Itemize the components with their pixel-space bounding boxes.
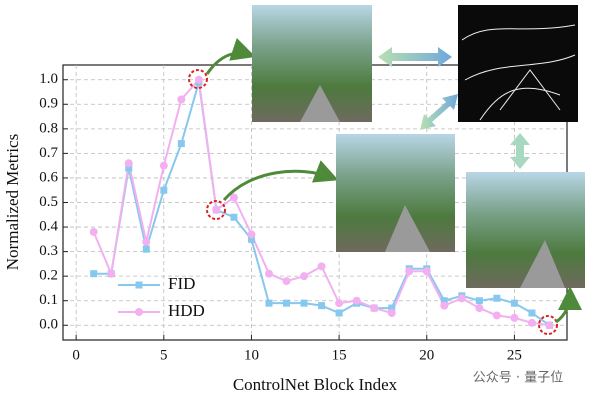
marker — [300, 299, 308, 307]
marker — [247, 230, 256, 239]
marker — [229, 193, 238, 202]
legend-label: FID — [168, 274, 195, 293]
marker — [194, 75, 203, 84]
arrow — [205, 37, 256, 75]
x-axis-label: ControlNet Block Index — [233, 375, 398, 394]
marker — [177, 95, 186, 104]
x-tick-label: 25 — [507, 347, 522, 363]
marker — [510, 313, 519, 322]
marker — [527, 318, 536, 327]
annotations — [188, 37, 582, 335]
marker — [317, 262, 326, 271]
x-tick-label: 0 — [72, 347, 80, 363]
road — [520, 240, 565, 288]
road — [300, 85, 340, 122]
marker — [135, 308, 143, 316]
y-axis-label: Normalized Metrics — [3, 134, 22, 270]
x-tick-label: 5 — [160, 347, 168, 363]
marker — [124, 159, 133, 168]
highlight-circle — [538, 315, 558, 335]
marker — [90, 270, 98, 278]
marker — [370, 304, 379, 313]
marker — [159, 161, 168, 170]
marker — [352, 296, 361, 305]
photo-inset — [466, 172, 585, 288]
arrow — [222, 160, 339, 201]
marker — [230, 213, 238, 221]
marker — [545, 321, 554, 330]
image-insets — [252, 5, 585, 288]
marker — [282, 277, 291, 286]
marker — [388, 304, 396, 312]
y-tick-label: 0.2 — [39, 268, 58, 284]
marker — [135, 281, 143, 289]
marker — [89, 227, 98, 236]
marker — [283, 299, 291, 307]
edge-lines — [461, 24, 576, 121]
y-tick-label: 0.0 — [39, 317, 58, 333]
marker — [264, 269, 273, 278]
double-arrow — [510, 133, 530, 169]
double-arrow — [420, 94, 458, 130]
highlight-circle — [206, 200, 226, 220]
marker — [440, 301, 449, 310]
x-tick-label: 10 — [244, 347, 259, 363]
marker — [247, 235, 255, 243]
y-tick-label: 0.5 — [39, 194, 58, 210]
edge-map-inset — [458, 5, 578, 122]
marker — [387, 308, 396, 317]
marker — [440, 297, 448, 305]
marker — [528, 309, 536, 317]
road — [385, 205, 430, 252]
marker — [318, 302, 326, 310]
y-tick-label: 0.4 — [39, 218, 58, 234]
marker — [475, 304, 484, 313]
watermark: 公众号 · 量子位 — [473, 371, 563, 386]
marker — [160, 186, 168, 194]
y-tick-label: 0.6 — [39, 169, 58, 185]
marker — [457, 294, 466, 303]
marker — [265, 299, 273, 307]
marker — [493, 294, 501, 302]
y-tick-label: 0.7 — [39, 145, 58, 161]
marker — [492, 311, 501, 320]
lines — [89, 75, 554, 330]
marker — [335, 309, 343, 317]
marker — [422, 267, 431, 276]
marker — [475, 297, 483, 305]
marker — [142, 245, 150, 253]
y-tick-label: 0.1 — [39, 292, 58, 308]
marker — [142, 237, 151, 246]
y-tick-label: 0.9 — [39, 96, 58, 112]
double-arrow — [378, 47, 452, 67]
y-tick-label: 0.8 — [39, 120, 58, 136]
marker — [405, 267, 414, 276]
y-tick-label: 1.0 — [39, 71, 58, 87]
marker — [510, 299, 518, 307]
y-tick-label: 0.3 — [39, 243, 58, 259]
marker — [107, 269, 116, 278]
marker — [177, 140, 185, 148]
marker — [212, 205, 221, 214]
x-tick-label: 15 — [332, 347, 347, 363]
highlight-circle — [188, 69, 208, 89]
arrow — [555, 286, 582, 324]
marker — [335, 299, 344, 308]
marker — [300, 272, 309, 281]
marker — [125, 164, 133, 172]
legend-label: HDD — [168, 301, 205, 320]
x-tick-label: 20 — [419, 347, 434, 363]
